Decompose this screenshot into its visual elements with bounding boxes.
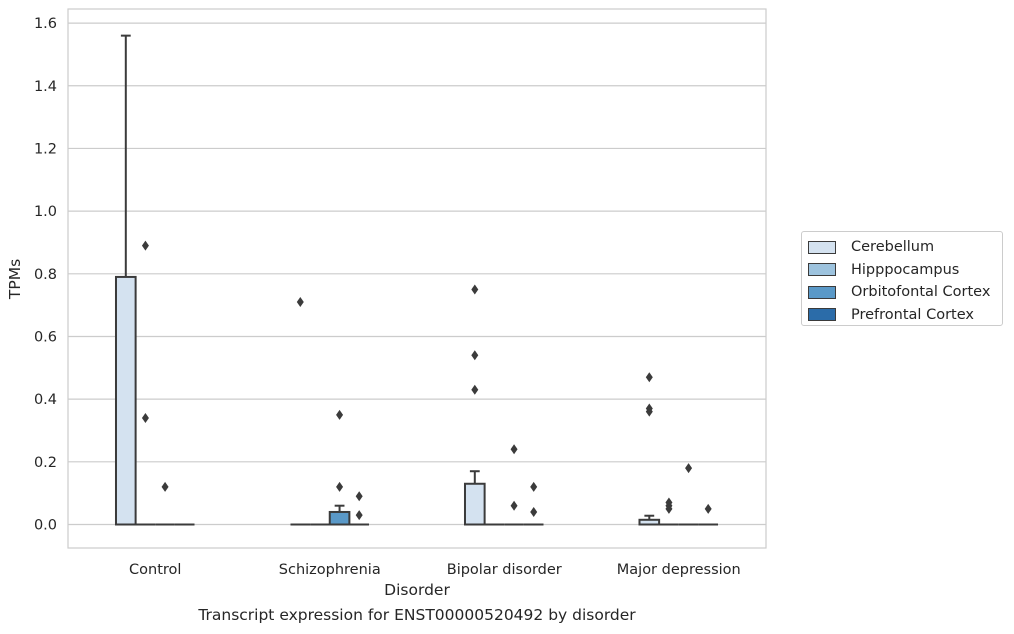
y-tick-label: 0.4	[34, 392, 57, 408]
plot-frame	[67, 8, 767, 549]
outlier-point	[141, 240, 149, 251]
outlier-point	[510, 444, 518, 455]
y-tick-label: 1.6	[34, 16, 57, 32]
legend-swatch-cerebellum	[808, 240, 836, 254]
x-tick-label: Major depression	[617, 562, 741, 578]
y-tick-label: 0.0	[34, 517, 57, 533]
y-axis-label: TPMs	[6, 259, 24, 300]
grid-lines	[68, 22, 766, 526]
outlier-point	[665, 503, 673, 514]
legend-label-prefrontal-cortex: Prefrontal Cortex	[851, 306, 974, 323]
x-axis-ticks: Control Schizophrenia Bipolar disorder Majo…	[129, 562, 741, 578]
y-tick-label: 1.4	[34, 79, 57, 95]
legend-swatch-hippocampus	[808, 263, 836, 277]
outlier-point	[471, 384, 479, 395]
outlier-point	[510, 500, 518, 511]
x-tick-label: Bipolar disorder	[447, 562, 562, 578]
x-tick-label: Control	[129, 562, 181, 578]
legend-item-cerebellum: Cerebellum	[808, 236, 1002, 259]
x-tick-label: Schizophrenia	[279, 562, 381, 578]
outlier-point	[296, 297, 304, 308]
outlier-point	[161, 481, 169, 492]
outlier-point	[645, 406, 653, 417]
legend: Cerebellum Hipppocampus Orbitofontal Cor…	[801, 231, 1003, 326]
legend-item-orbitofrontal-cortex: Orbitofontal Cortex	[808, 281, 1002, 304]
outlier-point	[530, 506, 538, 517]
legend-label-cerebellum: Cerebellum	[851, 239, 935, 256]
outlier-point	[471, 284, 479, 295]
y-tick-label: 0.8	[34, 267, 57, 283]
legend-label-orbitofrontal-cortex: Orbitofontal Cortex	[851, 284, 991, 301]
legend-swatch-prefrontal-cortex	[808, 308, 836, 322]
outlier-point	[336, 481, 344, 492]
legend-swatch-orbitofrontal-cortex	[808, 285, 836, 299]
outlier-point	[530, 481, 538, 492]
outlier-point	[355, 510, 363, 521]
legend-label-hippocampus: Hipppocampus	[851, 261, 960, 278]
outlier-point	[704, 503, 712, 514]
figure-caption: Transcript expression for ENST0000052049…	[198, 606, 636, 624]
outlier-point	[141, 412, 149, 423]
outlier-point	[336, 409, 344, 420]
y-tick-label: 1.2	[34, 141, 57, 157]
legend-item-hippocampus: Hipppocampus	[808, 259, 1002, 282]
box	[463, 482, 486, 526]
y-axis-ticks: 0.0 0.2 0.4 0.6 0.8 1.0 1.2 1.4 1.6	[34, 16, 57, 533]
y-tick-label: 0.6	[34, 329, 57, 345]
y-tick-label: 0.2	[34, 455, 57, 471]
y-tick-label: 1.0	[34, 204, 57, 220]
legend-item-prefrontal-cortex: Prefrontal Cortex	[808, 304, 1002, 327]
outlier-point	[355, 491, 363, 502]
x-axis-label: Disorder	[384, 581, 450, 599]
box	[328, 510, 351, 526]
outlier-point	[471, 350, 479, 361]
box-plot-area	[114, 34, 719, 526]
outlier-point	[645, 372, 653, 383]
outlier-point	[685, 463, 693, 474]
box	[114, 275, 137, 526]
